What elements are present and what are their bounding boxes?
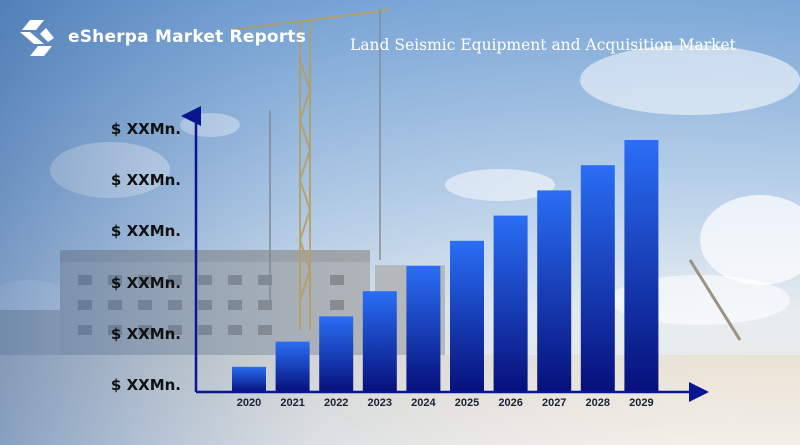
bar-2020 (232, 366, 266, 392)
bar-2025 (450, 240, 484, 392)
y-tick-label: $ XXMn. (111, 376, 181, 394)
x-tick-label: 2021 (280, 397, 304, 409)
y-tick-label: $ XXMn. (111, 274, 181, 292)
bar-2023 (362, 291, 397, 392)
y-tick-label: $ XXMn. (111, 171, 181, 189)
x-tick-label: 2024 (411, 397, 436, 409)
esherpa-logo-icon (20, 20, 54, 56)
x-tick-label: 2020 (237, 397, 261, 409)
y-tick-label: $ XXMn. (111, 222, 181, 240)
x-tick-label: 2025 (455, 397, 479, 409)
x-tick-label: 2028 (586, 397, 610, 409)
brand-logo: eSherpa Market Reports (14, 14, 306, 60)
bar-2027 (537, 190, 572, 392)
brand-name: eSherpa Market Reports (68, 27, 307, 47)
bar-2024 (406, 266, 441, 392)
x-tick-label: 2023 (368, 397, 392, 409)
x-tick-label: 2029 (629, 397, 653, 409)
bar-2026 (493, 215, 528, 392)
x-tick-label: 2022 (324, 397, 348, 409)
bar-2029 (624, 140, 659, 392)
x-tick-label: 2026 (498, 397, 522, 409)
y-tick-label: $ XXMn. (111, 325, 181, 343)
bar-2022 (319, 316, 354, 392)
y-tick-label: $ XXMn. (111, 120, 181, 138)
bar-2028 (580, 165, 615, 392)
chart-title: Land Seismic Equipment and Acquisition M… (350, 36, 736, 54)
x-tick-label: 2027 (542, 397, 566, 409)
bar-2021 (275, 341, 310, 392)
